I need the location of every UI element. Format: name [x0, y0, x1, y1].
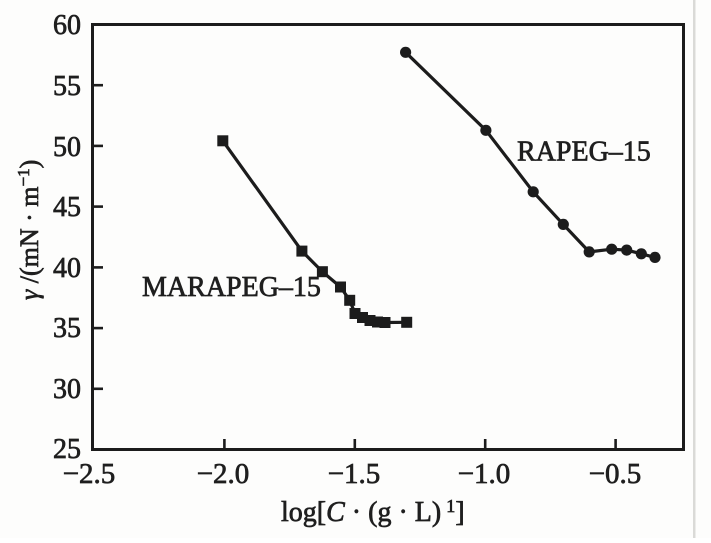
svg-text:35: 35	[53, 313, 81, 344]
svg-text:−2.5: −2.5	[63, 458, 116, 490]
svg-text:60: 60	[53, 10, 81, 41]
svg-text:40: 40	[53, 253, 81, 284]
svg-text:−1.0: −1.0	[458, 458, 511, 490]
svg-text:log[C · (g · L) 1]: log[C · (g · L) 1]	[281, 496, 465, 528]
svg-text:−2.0: −2.0	[197, 458, 250, 490]
svg-text:RAPEG–15: RAPEG–15	[517, 137, 651, 168]
svg-text:MARAPEG–15: MARAPEG–15	[142, 272, 321, 303]
svg-text:−0.5: −0.5	[589, 458, 642, 490]
svg-text:50: 50	[53, 132, 81, 163]
svg-text:30: 30	[53, 374, 81, 405]
svg-text:45: 45	[53, 192, 81, 223]
svg-text:γ /(mN · m−1): γ /(mN · m−1)	[14, 160, 44, 300]
svg-text:55: 55	[53, 71, 81, 102]
svg-text:−1.5: −1.5	[328, 458, 381, 490]
svg-text:25: 25	[53, 434, 81, 465]
